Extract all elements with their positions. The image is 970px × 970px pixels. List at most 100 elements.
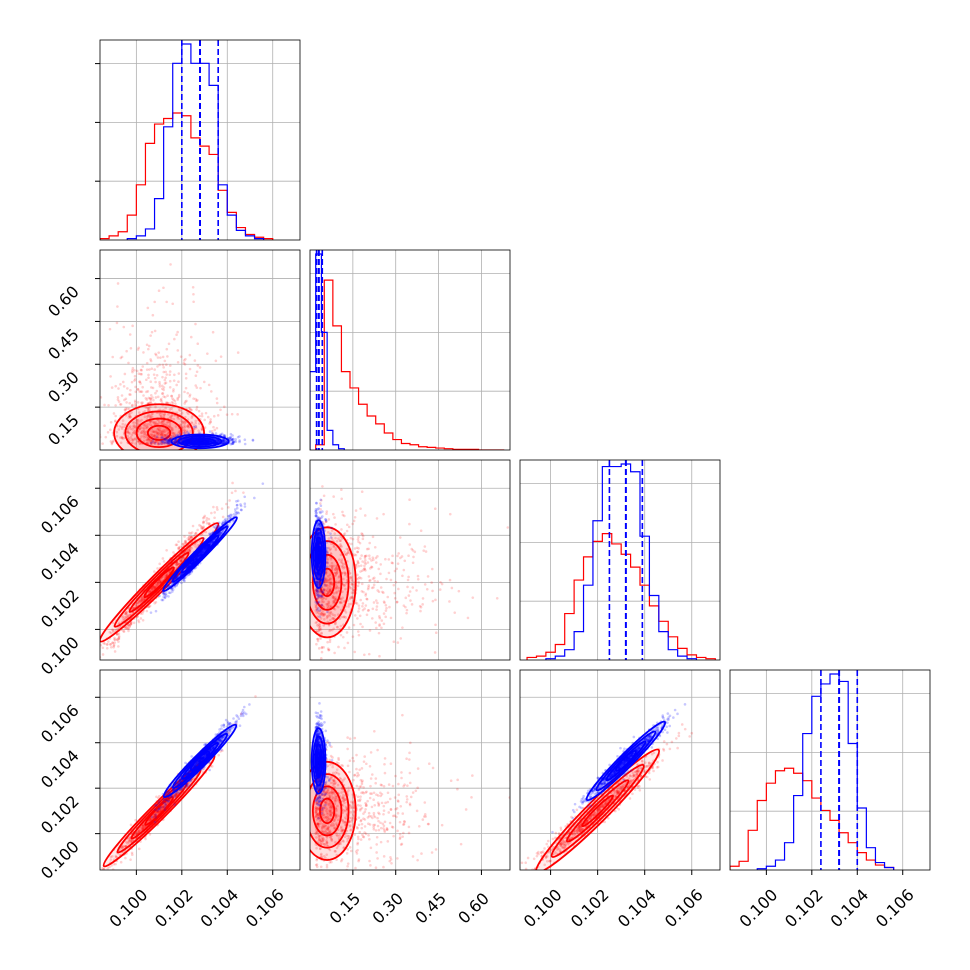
- scatter-point: [175, 563, 179, 566]
- scatter-point: [190, 421, 194, 425]
- scatter-point: [406, 578, 410, 582]
- scatter-point: [109, 375, 112, 378]
- scatter-point: [131, 370, 134, 374]
- scatter-point: [322, 494, 326, 498]
- scatter-point: [190, 535, 193, 539]
- scatter-point: [337, 645, 340, 649]
- scatter-point: [143, 424, 147, 428]
- scatter-point: [163, 412, 167, 416]
- scatter-point: [109, 643, 112, 646]
- scatter-point: [368, 629, 372, 632]
- scatter-point: [350, 542, 353, 546]
- scatter-point: [163, 378, 167, 382]
- scatter-point: [154, 436, 157, 439]
- scatter-point: [182, 431, 186, 435]
- scatter-point: [222, 440, 225, 444]
- scatter-point: [162, 560, 166, 563]
- scatter-point: [154, 440, 158, 443]
- scatter-point: [115, 430, 119, 434]
- scatter-point: [121, 617, 125, 620]
- scatter-point: [156, 427, 160, 431]
- scatter-point: [212, 505, 215, 509]
- scatter-point: [364, 558, 367, 562]
- scatter-point: [114, 419, 117, 422]
- scatter-point: [367, 584, 371, 587]
- scatter-point: [178, 559, 182, 562]
- scatter-point: [157, 432, 160, 435]
- scatter-point: [175, 411, 179, 414]
- scatter-point: [168, 373, 172, 377]
- scatter-point: [231, 442, 235, 445]
- scatter-point: [111, 440, 115, 444]
- scatter-point: [133, 378, 137, 381]
- scatter-point: [222, 433, 226, 437]
- scatter-point: [140, 418, 143, 422]
- scatter-point: [194, 384, 198, 387]
- scatter-point: [200, 527, 204, 531]
- scatter-point: [175, 438, 178, 441]
- scatter-point: [137, 372, 141, 376]
- scatter-point: [158, 594, 161, 598]
- scatter-point: [166, 420, 170, 424]
- scatter-point: [131, 431, 135, 435]
- scatter-point: [124, 626, 127, 629]
- scatter-point: [440, 582, 444, 586]
- scatter-point: [228, 438, 232, 442]
- hist-blue-2: [310, 253, 345, 450]
- scatter-point: [182, 556, 185, 559]
- scatter-point: [125, 401, 128, 404]
- scatter-point: [142, 597, 146, 601]
- scatter-point: [148, 414, 152, 418]
- scatter-point: [163, 441, 167, 445]
- scatter-point: [215, 438, 219, 442]
- scatter-point: [167, 591, 171, 595]
- scatter-point: [396, 641, 400, 644]
- scatter-point: [127, 416, 131, 419]
- scatter-point: [188, 395, 191, 398]
- scatter-point: [363, 554, 367, 558]
- scatter-point: [129, 425, 132, 428]
- scatter-point: [168, 438, 172, 441]
- scatter-point: [229, 432, 233, 436]
- scatter-point: [366, 561, 370, 564]
- scatter-point: [182, 441, 186, 444]
- scatter-point: [149, 359, 153, 363]
- scatter-point: [150, 587, 154, 591]
- scatter-point: [194, 397, 197, 401]
- scatter-point: [177, 562, 180, 566]
- scatter-point: [110, 631, 113, 635]
- scatter-point: [165, 548, 168, 552]
- scatter-point: [159, 436, 162, 439]
- scatter-point: [333, 516, 336, 519]
- scatter-point: [329, 532, 332, 535]
- scatter-point: [421, 597, 425, 600]
- scatter-point: [145, 368, 149, 371]
- scatter-point: [176, 349, 180, 352]
- scatter-point: [117, 428, 121, 431]
- scatter-point: [117, 637, 121, 641]
- scatter-point: [129, 436, 133, 439]
- scatter-point: [168, 379, 172, 383]
- scatter-point: [184, 376, 188, 380]
- scatter-point: [145, 398, 149, 401]
- scatter-point: [160, 399, 163, 403]
- scatter-point: [145, 343, 149, 347]
- contour-red: [310, 526, 357, 639]
- scatter-point: [147, 605, 151, 609]
- scatter-point: [158, 432, 162, 435]
- scatter-point: [129, 415, 132, 419]
- scatter-point: [174, 402, 177, 406]
- scatter-point: [156, 436, 160, 440]
- scatter-point: [172, 551, 175, 554]
- scatter-point: [167, 413, 170, 416]
- scatter-point: [205, 521, 209, 525]
- scatter-point: [170, 400, 174, 404]
- scatter-point: [238, 440, 241, 444]
- scatter-point: [136, 419, 139, 422]
- scatter-point: [120, 436, 124, 440]
- scatter-point: [341, 510, 344, 514]
- scatter-point: [190, 416, 194, 419]
- scatter-panel-3-1: [100, 460, 300, 660]
- scatter-point: [148, 590, 152, 593]
- scatter-point: [147, 406, 150, 410]
